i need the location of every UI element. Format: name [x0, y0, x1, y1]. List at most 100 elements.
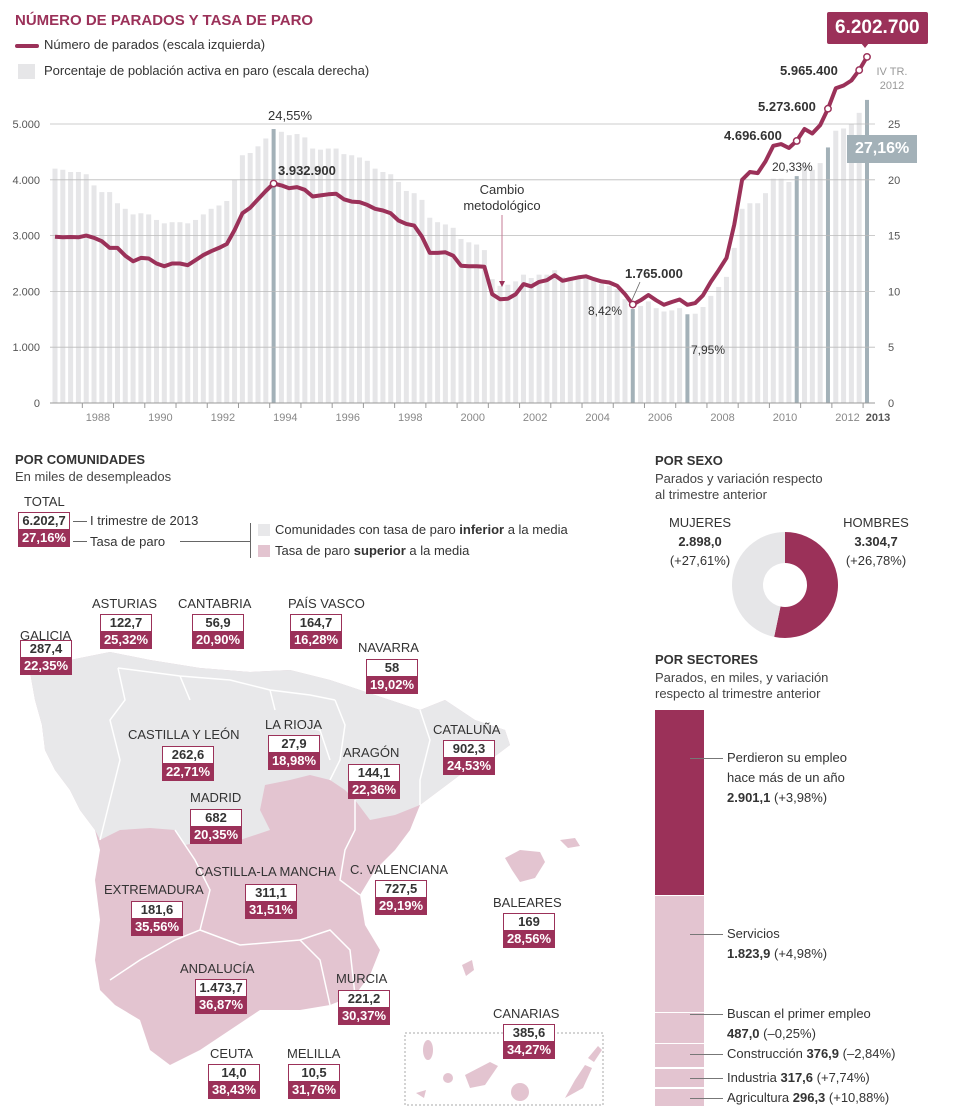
annotation-2005-pct: 8,42% [588, 304, 623, 318]
legend-text: Tasa de paro [275, 543, 354, 558]
region-name: CASTILLA Y LEÓN [128, 727, 240, 742]
region-value: 902,3 [452, 741, 486, 756]
total-box: 6.202,7 27,16% [18, 512, 70, 547]
rate-bar [357, 157, 362, 403]
arrow-head-icon [499, 281, 505, 287]
rate-bar [599, 283, 605, 403]
mujeres-value: 2.898,0 [678, 534, 722, 549]
rate-bar [130, 214, 136, 403]
region-value: 181,6 [140, 902, 174, 917]
rate-bar [169, 222, 175, 403]
rate-bar [528, 278, 534, 403]
region-name: PAÍS VASCO [288, 596, 365, 611]
region-box: 144,1 22,36% [348, 764, 400, 799]
legend-bar-label: Porcentaje de población activa en paro (… [44, 63, 370, 78]
sector-leader-line [690, 758, 723, 759]
line-marker [269, 179, 278, 188]
rate-bar [591, 279, 597, 403]
sector-name: Servicios [727, 926, 780, 941]
sector-leader-line [690, 934, 723, 935]
rate-bar [99, 192, 105, 403]
chart-title: NÚMERO DE PARADOS Y TASA DE PARO [15, 12, 314, 29]
y-left-tick-label: 5.000 [12, 119, 40, 131]
y-left-tick-label: 2.000 [12, 286, 40, 298]
legend-text: a la media [504, 522, 568, 537]
total-pct-desc: Tasa de paro [90, 534, 166, 549]
sector-label: Buscan el primer empleo 487,0 (–0,25%) [727, 1004, 871, 1044]
x-tick-label: 2013 [866, 412, 890, 424]
rate-bar [325, 148, 331, 403]
rate-bar [52, 168, 58, 403]
rate-bar [716, 286, 722, 403]
region-value: 169 [518, 914, 540, 929]
region-value: 164,7 [299, 615, 333, 630]
region-box: 181,6 35,56% [131, 901, 183, 936]
rate-bar [388, 174, 394, 403]
region-box: 902,3 24,53% [443, 740, 495, 775]
rate-bar [802, 165, 808, 403]
x-tick-label: 2000 [460, 412, 484, 424]
last-pct-tag: 27,16% [847, 135, 918, 163]
rate-bar [310, 148, 316, 403]
region-name: LA RIOJA [265, 717, 323, 732]
sector-name: Construcción [727, 1046, 807, 1061]
rate-bar [692, 313, 698, 403]
total-value-desc: I trimestre de 2013 [90, 513, 199, 528]
region-value: 385,6 [512, 1025, 546, 1040]
sexo-subtitle-1: Parados y variación respecto [655, 471, 823, 486]
sector-name: Agricultura [727, 1090, 793, 1105]
region-pct: 22,36% [349, 781, 399, 798]
rate-bar [255, 146, 261, 403]
sector-change: (–2,84%) [839, 1046, 896, 1061]
annotation-2011-value: 5.273.600 [758, 99, 816, 114]
sector-value: 317,6 [780, 1070, 814, 1085]
annotation-2010-value: 4.696.600 [724, 128, 782, 143]
rate-bar [154, 219, 159, 403]
mujeres-block: MUJERES 2.898,0 (+27,61%) [650, 513, 750, 570]
rate-bar [583, 275, 589, 403]
rate-bar [755, 203, 761, 403]
rate-bar [114, 203, 120, 403]
rate-bar [708, 295, 714, 403]
region-pct: 18,98% [269, 752, 319, 769]
region-box: 56,9 20,90% [192, 614, 244, 649]
y-left-tick-label: 3.000 [12, 231, 40, 243]
region-borders [99, 667, 431, 1006]
region-name: MELILLA [287, 1046, 341, 1061]
x-tick-label: 1990 [148, 412, 172, 424]
rate-bar [208, 208, 214, 403]
rate-bar [138, 213, 144, 403]
rate-bar [294, 134, 300, 403]
unemployment-chart: 0 1.000 2.000 3.000 4.000 5.000 0 5 10 15 20 25 1988… [12, 52, 900, 424]
rate-bar [794, 176, 799, 403]
rate-bar [216, 205, 222, 403]
y-right-tick-label: 15 [888, 231, 900, 243]
sector-value: 1.823,9 [727, 946, 771, 961]
unemployed-line [54, 55, 869, 307]
rate-bar [770, 178, 776, 403]
sector-change: (+7,74%) [813, 1070, 870, 1085]
ibiza-shape [462, 960, 474, 976]
region-pct: 34,27% [504, 1041, 554, 1058]
region-value: 27,9 [281, 736, 307, 751]
rate-bar [763, 193, 768, 403]
region-pct: 30,37% [339, 1007, 389, 1024]
sector-segment [655, 1044, 704, 1068]
rate-bar [630, 309, 635, 403]
sector-change: (+3,98%) [770, 790, 828, 805]
rate-bar [75, 171, 81, 403]
rate-bar [450, 227, 456, 403]
region-value: 287,4 [29, 641, 63, 656]
rate-bar [833, 130, 839, 404]
rate-bar [567, 276, 573, 403]
rate-bar [372, 168, 378, 403]
legend-line-label: Número de parados (escala izquierda) [44, 37, 266, 52]
sector-change: (+10,88%) [825, 1090, 890, 1105]
rate-bar [442, 224, 448, 403]
rate-bar [411, 193, 417, 403]
legend-high-label: Tasa de paro superior a la media [275, 543, 469, 558]
rate-bar [466, 242, 472, 403]
region-pct: 20,35% [191, 826, 241, 843]
region-name: NAVARRA [358, 640, 419, 655]
sector-label: Servicios 1.823,9 (+4,98%) [727, 924, 827, 964]
